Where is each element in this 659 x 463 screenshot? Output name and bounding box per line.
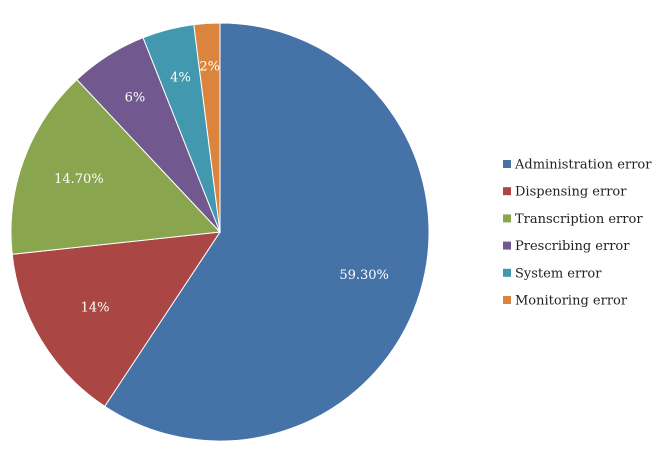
- legend-label-monitoring-error: Monitoring error: [515, 294, 628, 309]
- legend-label-dispensing-error: Dispensing error: [515, 185, 627, 200]
- slice-label-transcription-error: 14.70%: [54, 172, 104, 187]
- slice-label-administration-error: 59.30%: [339, 268, 389, 283]
- legend-label-prescribing-error: Prescribing error: [515, 239, 630, 254]
- legend-swatch-system-error: [503, 268, 511, 277]
- pie-slice-transcription-error: [10, 78, 222, 255]
- legend-label-system-error: System error: [515, 266, 602, 281]
- pie-slices: [10, 22, 430, 442]
- legend-swatch-dispensing-error: [503, 187, 511, 196]
- pie-slice-administration-error: [104, 22, 430, 442]
- pie-slice-dispensing-error: [11, 231, 222, 408]
- slice-labels: 59.30% 14% 14.70% 6% 4% 2%: [54, 60, 389, 316]
- slice-label-prescribing-error: 6%: [125, 90, 146, 105]
- legend-swatch-prescribing-error: [503, 241, 511, 250]
- legend-label-transcription-error: Transcription error: [515, 212, 643, 227]
- slice-label-system-error: 4%: [170, 71, 191, 86]
- pie-slice-monitoring-error: [193, 22, 221, 233]
- slice-label-monitoring-error: 2%: [199, 60, 220, 75]
- legend-swatch-administration-error: [503, 160, 511, 168]
- legend: Administration error Dispensing error Tran…: [503, 158, 652, 309]
- legend-swatch-monitoring-error: [503, 296, 511, 304]
- legend-swatch-transcription-error: [503, 214, 511, 223]
- slice-label-dispensing-error: 14%: [81, 301, 110, 316]
- legend-label-administration-error: Administration error: [514, 158, 652, 173]
